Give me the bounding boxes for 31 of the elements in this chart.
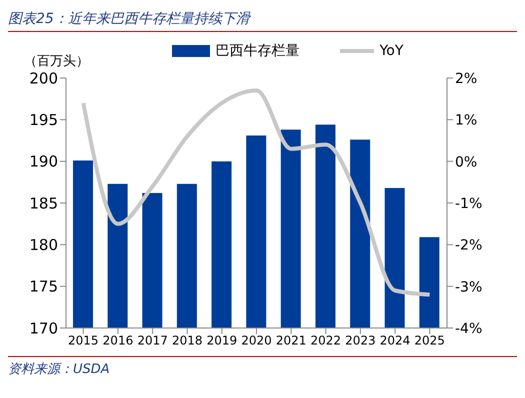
y2-tick-label: 2% xyxy=(455,70,478,87)
y2-tick-label: -3% xyxy=(455,279,482,296)
y2-tick-label: -1% xyxy=(455,196,482,212)
chart-title: 图表25：近年来巴西牛存栏量持续下滑 xyxy=(8,8,517,32)
y-tick-label: 185 xyxy=(29,194,58,212)
x-tick-label: 2021 xyxy=(276,334,306,348)
y-axis-title: （百万头） xyxy=(24,53,89,70)
y-tick-label: 170 xyxy=(29,319,58,338)
legend-label: YoY xyxy=(378,42,404,60)
y-tick-label: 195 xyxy=(29,110,58,129)
x-tick-label: 2019 xyxy=(206,334,238,348)
x-tick-label: 2025 xyxy=(414,334,445,348)
x-tick-label: 2020 xyxy=(241,334,272,348)
x-tick-label: 2023 xyxy=(345,334,376,348)
x-tick-label: 2022 xyxy=(310,334,342,348)
y2-tick-label: 1% xyxy=(455,112,478,129)
y2-tick-label: -4% xyxy=(455,320,482,337)
line-series xyxy=(81,88,432,297)
y-tick-label: 175 xyxy=(29,278,58,296)
y-tick-label: 200 xyxy=(29,69,58,88)
y2-tick-label: 0% xyxy=(455,154,478,170)
x-tick-label: 2024 xyxy=(380,334,410,348)
y2-tick-label: -2% xyxy=(455,238,482,254)
y-tick-label: 190 xyxy=(29,152,58,171)
x-tick-label: 2018 xyxy=(172,334,202,348)
x-tick-label: 2016 xyxy=(102,334,134,348)
x-tick-label: 2015 xyxy=(68,334,99,348)
legend-label: 巴西牛存栏量 xyxy=(214,42,300,60)
x-tick-label: 2017 xyxy=(137,334,168,348)
text: 资料来源：USDA xyxy=(8,361,111,378)
y-tick-label: 180 xyxy=(29,236,58,254)
